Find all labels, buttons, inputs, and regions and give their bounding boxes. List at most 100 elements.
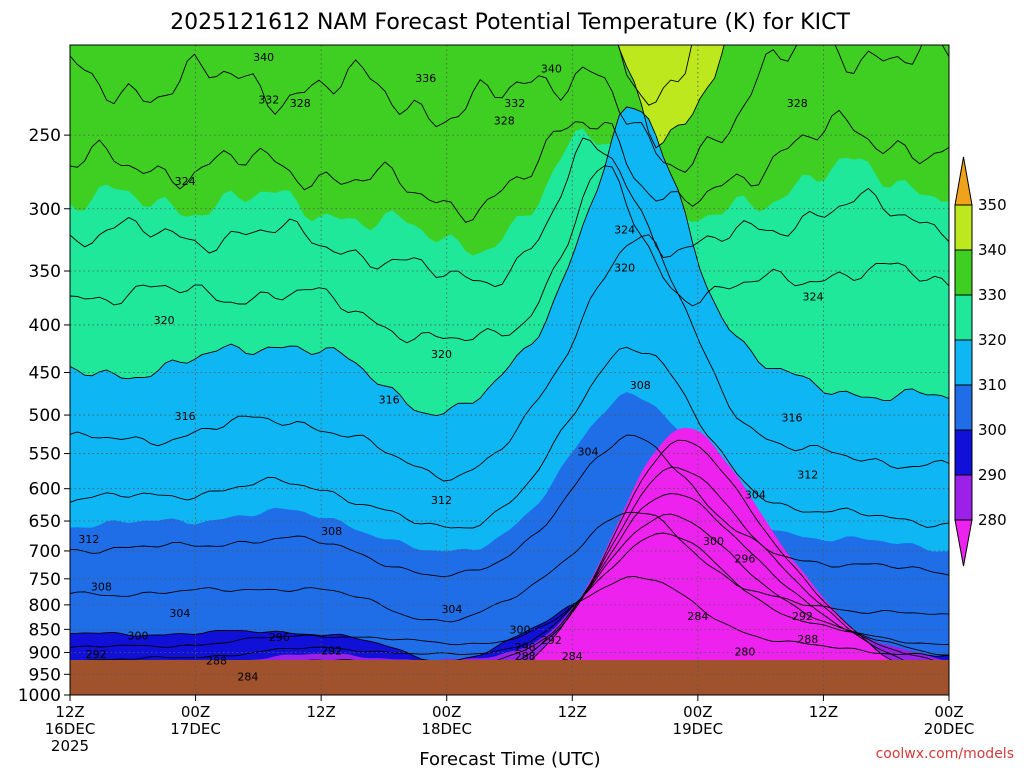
x-tick-label: 17DEC — [170, 720, 221, 738]
band-278 — [70, 427, 949, 695]
contour-label: 324 — [175, 175, 196, 188]
y-tick-label: 250 — [29, 126, 61, 146]
colorbar-tick-label: 300 — [978, 421, 1007, 439]
contour-label: 296 — [734, 552, 755, 565]
contour-label: 324 — [614, 224, 635, 237]
plot-area: 340 336 340 332 328 332 328 328 324 324 320 324 320 3… — [70, 45, 949, 695]
colorbar-tick-label: 320 — [978, 331, 1007, 349]
y-tick-label: 450 — [29, 364, 61, 384]
contour-label: 308 — [91, 580, 112, 593]
contour-label: 284 — [562, 650, 583, 663]
contour-label: 284 — [237, 670, 258, 683]
y-tick-label: 950 — [29, 665, 61, 685]
contour-label: 280 — [734, 646, 755, 659]
contour-label: 296 — [515, 641, 536, 654]
contour-label: 320 — [154, 314, 175, 327]
plot-frame — [69, 44, 950, 696]
y-tick-label: 400 — [29, 316, 61, 336]
colorbar-tick-label: 330 — [978, 286, 1007, 304]
contour-label: 292 — [792, 610, 813, 623]
x-tick-label: 16DEC — [45, 720, 96, 738]
contour-label: 308 — [630, 379, 651, 392]
y-tick-label: 350 — [29, 262, 61, 282]
colorbar-tick-label: 290 — [978, 466, 1007, 484]
contour-308 — [70, 434, 949, 578]
y-tick-label: 550 — [29, 445, 61, 465]
y-tick-label: 800 — [29, 596, 61, 616]
contour-label: 324 — [802, 291, 823, 304]
contour-label: 312 — [797, 468, 818, 481]
contour-label: 304 — [577, 445, 598, 458]
contour-label: 328 — [787, 97, 808, 110]
colorbar-swatch — [954, 429, 973, 476]
credit-text: coolwx.com/models — [876, 746, 1014, 762]
contour-label: 292 — [321, 645, 342, 658]
colorbar-swatch — [954, 474, 973, 521]
contour-332 — [70, 109, 949, 223]
x-axis-title: Forecast Time (UTC) — [419, 749, 600, 768]
contour-label: 300 — [703, 535, 724, 548]
contour-label: 288 — [206, 654, 227, 667]
contour-label: 316 — [175, 410, 196, 423]
contour-label: 320 — [431, 348, 452, 361]
y-tick-label: 650 — [29, 512, 61, 532]
y-tick-label: 1000 — [18, 686, 61, 706]
contour-label: 316 — [782, 411, 803, 424]
x-tick-label: 12Z — [809, 703, 838, 721]
contour-304 — [70, 511, 949, 623]
contour-296 — [70, 532, 949, 648]
colorbar-bottom-arrow — [954, 519, 973, 567]
ground-below-surface — [70, 660, 949, 695]
contour-label: 308 — [321, 525, 342, 538]
contour-label: 332 — [504, 97, 525, 110]
contour-324 — [70, 165, 949, 344]
y-tick-label: 900 — [29, 643, 61, 663]
colorbar-top-arrow — [954, 156, 973, 206]
contour-label: 292 — [541, 634, 562, 647]
colorbar-swatch — [954, 204, 973, 251]
contour-labels: 340 336 340 332 328 332 328 328 324 324 320 324 320 3… — [78, 51, 823, 683]
colorbar-swatch — [954, 339, 973, 386]
contour-label: 328 — [494, 114, 515, 127]
x-tick-label: 00Z — [934, 703, 963, 721]
colorbar-tick-label: 350 — [978, 196, 1007, 214]
y-tick-label: 500 — [29, 406, 61, 426]
colorbar: 280 290 300 310 320 330 340 350 — [954, 156, 1007, 567]
colorbar-swatch — [954, 384, 973, 431]
contour-label: 300 — [128, 629, 149, 642]
contour-label: 320 — [614, 262, 635, 275]
x-tick-label: 2025 — [51, 737, 89, 755]
contour-312 — [70, 346, 949, 529]
y-tick-label: 600 — [29, 480, 61, 500]
x-tick-label: 12Z — [306, 703, 335, 721]
contour-label: 296 — [269, 631, 290, 644]
colorbar-swatch — [954, 294, 973, 341]
contour-label: 312 — [78, 533, 99, 546]
contour-292 — [70, 513, 949, 663]
colorbar-tick-label: 310 — [978, 376, 1007, 394]
contour-label: 304 — [169, 607, 190, 620]
y-axis: 250 300 350 400 450 500 550 600 650 700 750 800 850 9… — [18, 126, 70, 706]
contour-label: 300 — [509, 623, 530, 636]
contour-label: 288 — [797, 633, 818, 646]
contour-label: 288 — [515, 650, 536, 663]
contour-label: 328 — [290, 97, 311, 110]
colorbar-tick-label: 280 — [978, 511, 1007, 529]
x-tick-label: 00Z — [432, 703, 461, 721]
colorbar-swatch — [954, 249, 973, 296]
x-tick-label: 00Z — [683, 703, 712, 721]
contour-label: 340 — [253, 51, 274, 64]
y-tick-label: 700 — [29, 542, 61, 562]
chart-title: 2025121612 NAM Forecast Potential Temper… — [170, 10, 850, 35]
x-tick-label: 18DEC — [421, 720, 472, 738]
y-tick-label: 850 — [29, 620, 61, 640]
contour-label: 312 — [431, 494, 452, 507]
contour-label: 304 — [441, 603, 462, 616]
contour-336 — [70, 45, 949, 173]
contour-320 — [70, 106, 949, 417]
contour-label: 316 — [379, 393, 400, 406]
contour-label: 304 — [745, 489, 766, 502]
contour-label: 340 — [541, 63, 562, 76]
